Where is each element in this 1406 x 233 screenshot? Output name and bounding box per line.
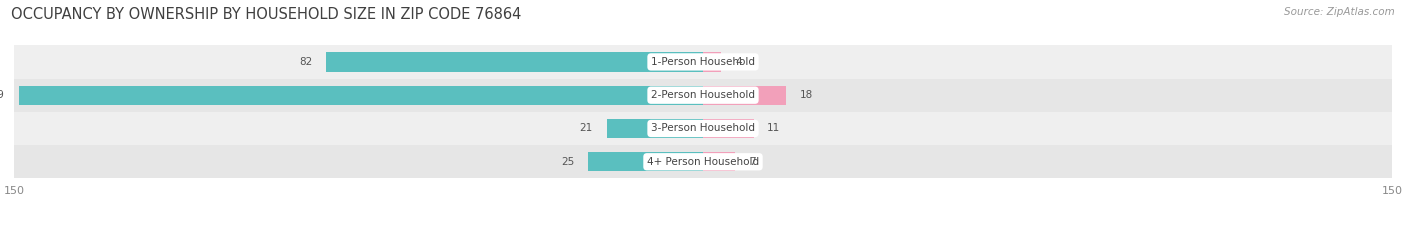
Text: 4+ Person Household: 4+ Person Household bbox=[647, 157, 759, 167]
Bar bbox=[703, 119, 754, 138]
Bar bbox=[326, 52, 703, 72]
Bar bbox=[18, 86, 703, 105]
Text: 82: 82 bbox=[299, 57, 312, 67]
Text: 7: 7 bbox=[749, 157, 755, 167]
Bar bbox=[606, 119, 703, 138]
Bar bbox=[588, 152, 703, 171]
Text: 4: 4 bbox=[735, 57, 742, 67]
Text: Source: ZipAtlas.com: Source: ZipAtlas.com bbox=[1284, 7, 1395, 17]
Text: 18: 18 bbox=[800, 90, 813, 100]
Text: 25: 25 bbox=[561, 157, 575, 167]
Text: 149: 149 bbox=[0, 90, 4, 100]
Text: OCCUPANCY BY OWNERSHIP BY HOUSEHOLD SIZE IN ZIP CODE 76864: OCCUPANCY BY OWNERSHIP BY HOUSEHOLD SIZE… bbox=[11, 7, 522, 22]
Bar bbox=[14, 145, 1392, 178]
Text: 11: 11 bbox=[768, 123, 780, 134]
Bar bbox=[703, 86, 786, 105]
Text: 21: 21 bbox=[579, 123, 593, 134]
Bar bbox=[703, 152, 735, 171]
Text: 3-Person Household: 3-Person Household bbox=[651, 123, 755, 134]
Text: 1-Person Household: 1-Person Household bbox=[651, 57, 755, 67]
Legend: Owner-occupied, Renter-occupied: Owner-occupied, Renter-occupied bbox=[586, 230, 820, 233]
Bar bbox=[14, 79, 1392, 112]
Bar bbox=[703, 52, 721, 72]
Bar bbox=[14, 45, 1392, 79]
Text: 2-Person Household: 2-Person Household bbox=[651, 90, 755, 100]
Bar bbox=[14, 112, 1392, 145]
